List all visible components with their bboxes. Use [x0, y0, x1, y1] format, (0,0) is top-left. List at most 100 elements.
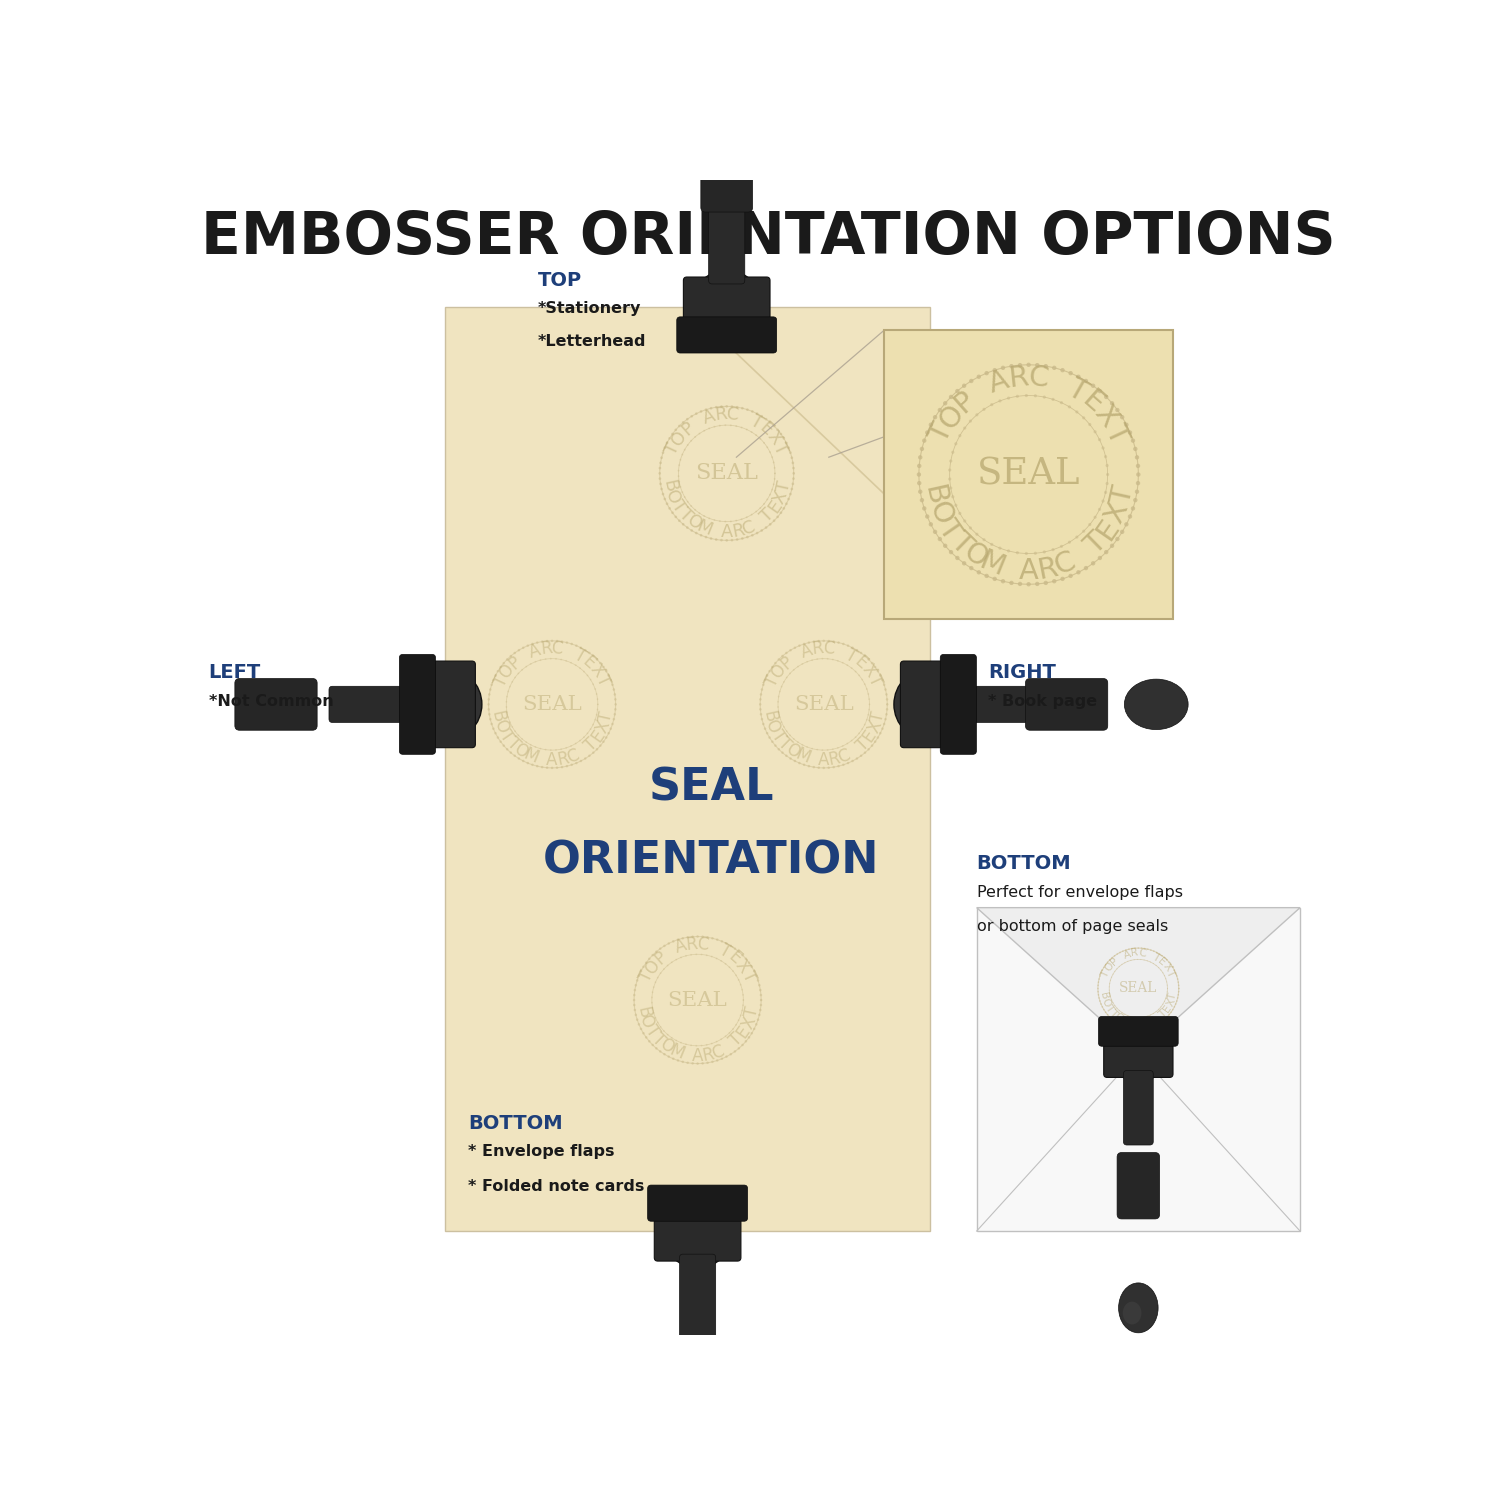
Text: E: E	[765, 496, 786, 516]
Ellipse shape	[962, 384, 966, 388]
Ellipse shape	[592, 723, 594, 726]
Text: O: O	[783, 740, 804, 762]
Ellipse shape	[706, 1062, 710, 1064]
Ellipse shape	[716, 1041, 717, 1042]
Ellipse shape	[867, 658, 870, 660]
Ellipse shape	[984, 370, 988, 375]
Ellipse shape	[954, 442, 957, 446]
Ellipse shape	[492, 680, 495, 681]
Ellipse shape	[1096, 992, 1100, 993]
Ellipse shape	[864, 684, 865, 686]
Text: T: T	[747, 411, 765, 432]
Ellipse shape	[771, 666, 774, 669]
Ellipse shape	[490, 684, 494, 686]
Ellipse shape	[928, 423, 933, 427]
Ellipse shape	[686, 1044, 687, 1046]
Ellipse shape	[922, 506, 927, 510]
Ellipse shape	[770, 524, 771, 525]
Ellipse shape	[592, 684, 594, 686]
Ellipse shape	[765, 526, 768, 530]
FancyBboxPatch shape	[708, 190, 746, 284]
Ellipse shape	[506, 696, 509, 698]
Ellipse shape	[772, 519, 776, 522]
Ellipse shape	[758, 1014, 760, 1016]
Ellipse shape	[842, 662, 843, 663]
Ellipse shape	[513, 754, 516, 758]
Ellipse shape	[1144, 1028, 1146, 1029]
Ellipse shape	[975, 413, 978, 417]
Ellipse shape	[861, 728, 862, 730]
Text: T: T	[1158, 1008, 1168, 1020]
Ellipse shape	[711, 1060, 714, 1064]
Text: T: T	[668, 496, 688, 516]
Ellipse shape	[1035, 363, 1040, 368]
Ellipse shape	[789, 672, 790, 675]
Ellipse shape	[813, 766, 814, 768]
Ellipse shape	[741, 1044, 744, 1046]
Ellipse shape	[764, 442, 765, 444]
Ellipse shape	[774, 662, 777, 664]
Ellipse shape	[542, 766, 543, 768]
Ellipse shape	[847, 645, 849, 646]
Ellipse shape	[842, 642, 844, 645]
Ellipse shape	[579, 740, 580, 741]
Ellipse shape	[858, 675, 859, 676]
Ellipse shape	[916, 472, 921, 477]
Ellipse shape	[833, 658, 834, 660]
Ellipse shape	[999, 546, 1002, 549]
Text: A: A	[720, 524, 734, 542]
Ellipse shape	[1024, 552, 1028, 555]
Ellipse shape	[522, 759, 525, 762]
Ellipse shape	[788, 447, 790, 448]
Ellipse shape	[656, 1047, 657, 1050]
Ellipse shape	[1128, 1028, 1130, 1029]
FancyBboxPatch shape	[954, 687, 1047, 723]
Ellipse shape	[1096, 984, 1100, 986]
Ellipse shape	[752, 410, 753, 413]
Ellipse shape	[1060, 576, 1065, 580]
Ellipse shape	[720, 1058, 723, 1060]
Ellipse shape	[796, 741, 800, 742]
Ellipse shape	[1100, 975, 1101, 976]
Ellipse shape	[506, 700, 507, 702]
Ellipse shape	[614, 693, 616, 696]
Text: T: T	[663, 440, 684, 458]
Ellipse shape	[680, 459, 681, 460]
Ellipse shape	[1136, 472, 1140, 477]
Ellipse shape	[1125, 950, 1126, 951]
Ellipse shape	[879, 675, 882, 676]
Ellipse shape	[951, 495, 954, 498]
Ellipse shape	[976, 375, 981, 380]
Ellipse shape	[736, 538, 738, 542]
Ellipse shape	[1124, 1302, 1142, 1324]
Ellipse shape	[602, 741, 604, 742]
Text: X: X	[1101, 498, 1134, 528]
Ellipse shape	[579, 668, 580, 669]
Text: O: O	[657, 1035, 678, 1058]
Ellipse shape	[710, 406, 712, 410]
Ellipse shape	[687, 1062, 688, 1064]
Ellipse shape	[758, 984, 760, 987]
FancyBboxPatch shape	[680, 1254, 716, 1347]
Ellipse shape	[846, 742, 849, 744]
Ellipse shape	[1096, 987, 1098, 990]
Ellipse shape	[879, 732, 882, 735]
Ellipse shape	[806, 746, 808, 748]
Ellipse shape	[1076, 411, 1078, 414]
Ellipse shape	[1042, 550, 1046, 554]
Text: O: O	[933, 399, 969, 433]
Polygon shape	[976, 908, 1300, 1053]
Ellipse shape	[744, 1040, 747, 1042]
Ellipse shape	[816, 748, 818, 750]
Text: O: O	[922, 496, 957, 530]
Ellipse shape	[812, 747, 813, 750]
Ellipse shape	[1016, 394, 1019, 398]
Text: X: X	[738, 1014, 759, 1032]
Ellipse shape	[1102, 1010, 1104, 1011]
Ellipse shape	[716, 939, 718, 940]
Ellipse shape	[1000, 579, 1005, 584]
Ellipse shape	[1104, 394, 1108, 399]
Ellipse shape	[777, 429, 778, 430]
Ellipse shape	[658, 1050, 662, 1053]
Ellipse shape	[1124, 522, 1128, 526]
